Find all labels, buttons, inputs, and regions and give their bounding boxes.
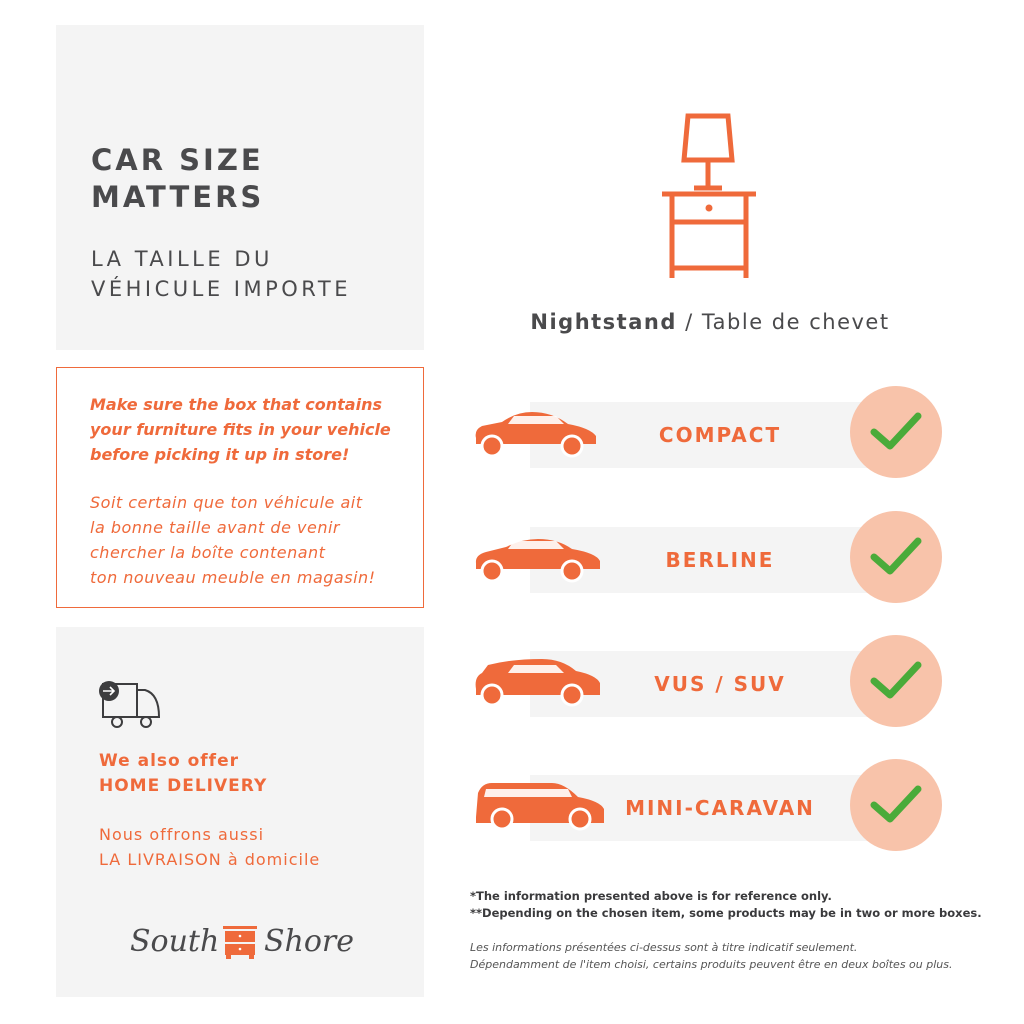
notice-line: Soit certain que ton véhicule ait	[90, 493, 363, 512]
footnotes-fr: Les informations présentées ci-dessus so…	[470, 939, 952, 973]
check-icon	[870, 661, 922, 699]
delivery-line: We also offer	[99, 751, 239, 771]
car-icon	[475, 659, 600, 707]
product-name: Nightstand / Table de chevet	[460, 310, 960, 334]
delivery-line: LA LIVRAISON à domicile	[99, 850, 321, 869]
fit-indicator	[850, 386, 942, 478]
nightstand-icon	[662, 113, 756, 278]
product-name-en: Nightstand	[530, 310, 677, 334]
subtitle-line: LA TAILLE DU	[91, 247, 273, 271]
delivery-heading: We also offer HOME DELIVERY	[99, 749, 267, 799]
south-shore-logo: South Shore	[130, 924, 355, 959]
fit-indicator	[850, 635, 942, 727]
notice-line: Make sure the box that contains	[90, 395, 382, 414]
footnote: Dépendamment de l'item choisi, certains …	[470, 958, 953, 971]
title-line: MATTERS	[91, 180, 265, 214]
notice-line: la bonne taille avant de venir	[90, 518, 340, 537]
delivery-line: HOME DELIVERY	[99, 776, 268, 796]
car-icon	[475, 412, 596, 458]
vehicle-label: VUS / SUV	[654, 672, 786, 696]
page-subtitle: LA TAILLE DU VÉHICULE IMPORTE	[91, 244, 351, 304]
vehicle-label: BERLINE	[665, 548, 775, 572]
check-icon	[870, 785, 922, 823]
check-icon	[870, 412, 922, 450]
check-icon	[870, 537, 922, 575]
car-icon	[476, 783, 604, 831]
title-line: CAR SIZE	[91, 143, 264, 177]
vehicle-label: COMPACT	[658, 423, 782, 447]
notice-en: Make sure the box that contains your furn…	[90, 392, 391, 467]
footnote: Les informations présentées ci-dessus so…	[470, 941, 858, 954]
footnote: **Depending on the chosen item, some pro…	[470, 906, 982, 920]
delivery-fr: Nous offrons aussi LA LIVRAISON à domicil…	[99, 822, 320, 872]
subtitle-line: VÉHICULE IMPORTE	[91, 277, 351, 301]
title-panel	[56, 25, 424, 350]
notice-fr: Soit certain que ton véhicule ait la bonn…	[90, 490, 376, 590]
delivery-truck-icon	[99, 681, 161, 728]
page-title: CAR SIZE MATTERS	[91, 142, 264, 216]
notice-box	[56, 367, 424, 608]
notice-line: chercher la boîte contenant	[90, 543, 326, 562]
car-icon	[475, 539, 600, 583]
product-name-fr: Table de chevet	[701, 310, 890, 334]
separator: /	[676, 310, 702, 334]
fit-indicator	[850, 511, 942, 603]
vehicle-label: MINI-CARAVAN	[625, 796, 815, 820]
notice-line: your furniture fits in your vehicle	[90, 420, 391, 439]
delivery-line: Nous offrons aussi	[99, 825, 265, 844]
footnotes-en: *The information presented above is for …	[470, 888, 982, 922]
fit-indicator	[850, 759, 942, 851]
notice-line: ton nouveau meuble en magasin!	[90, 568, 376, 587]
notice-line: before picking it up in store!	[90, 445, 350, 464]
footnote: *The information presented above is for …	[470, 889, 832, 903]
